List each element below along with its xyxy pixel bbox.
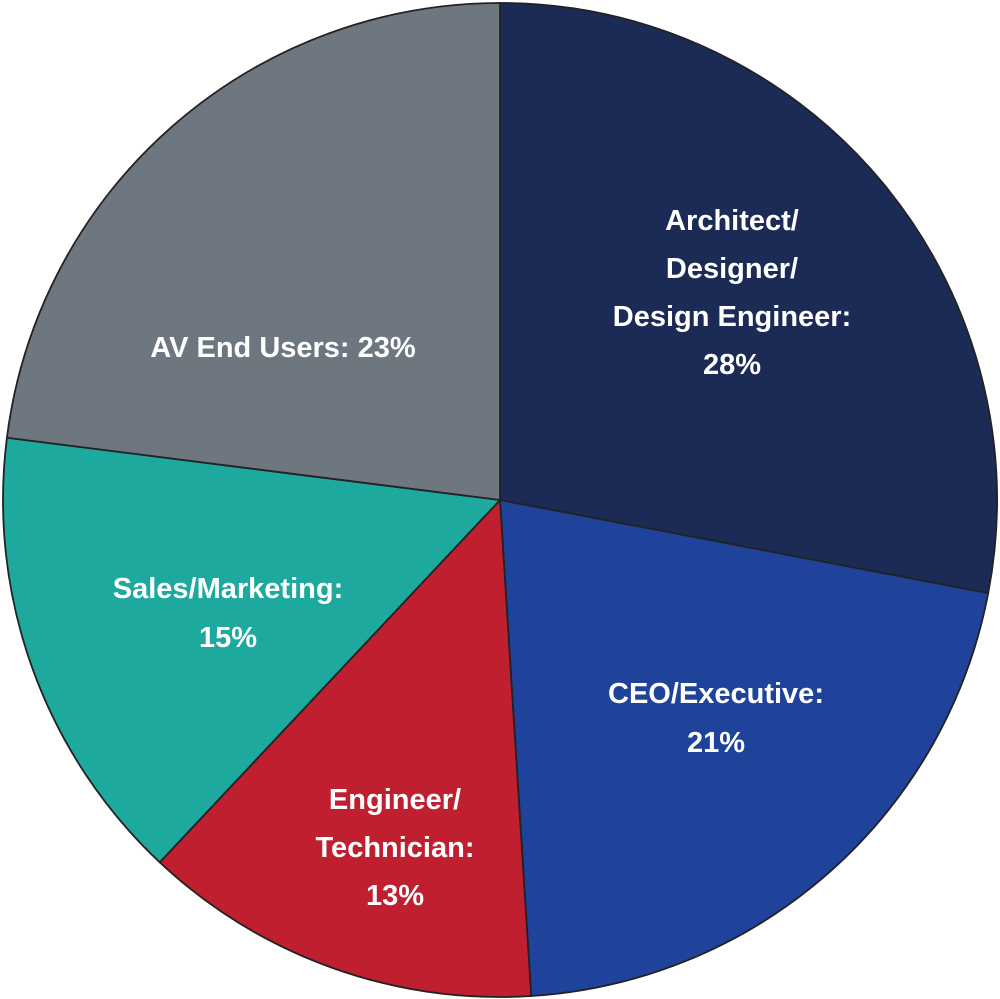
pie-slice-engineer-technician	[158, 497, 533, 998]
slice-label-line: Technician:	[316, 832, 475, 864]
pie-slice-ceo-executive	[499, 498, 990, 997]
pie-slice-sales-marketing	[2, 436, 502, 864]
pie-slice-av-end-users	[5, 2, 501, 502]
slice-label-line: Sales/Marketing:	[113, 573, 343, 605]
slice-label: Sales/Marketing: 15%	[113, 573, 343, 654]
pie-slice-architect-designer-design-engineer	[499, 2, 998, 595]
slice-label-line: 15%	[199, 622, 257, 654]
slice-label: AV End Users: 23%	[150, 332, 416, 364]
slice-label-line: Design Engineer:	[613, 301, 852, 333]
slice-label-line: AV End Users: 23%	[150, 332, 416, 364]
slice-label: Engineer/Technician: 13%	[316, 784, 475, 912]
slice-label-line: Architect/	[665, 205, 799, 237]
slice-label-line: 21%	[687, 727, 745, 759]
slice-label-line: Designer/	[666, 253, 798, 285]
slice-label-line: CEO/Executive:	[608, 678, 824, 710]
slice-label-line: 13%	[366, 880, 424, 912]
slice-label: Architect/Designer/Design Engineer: 28%	[613, 205, 852, 381]
slice-label-line: Engineer/	[329, 784, 461, 816]
slice-label-line: 28%	[703, 349, 761, 381]
slice-label: CEO/Executive: 21%	[608, 678, 824, 759]
